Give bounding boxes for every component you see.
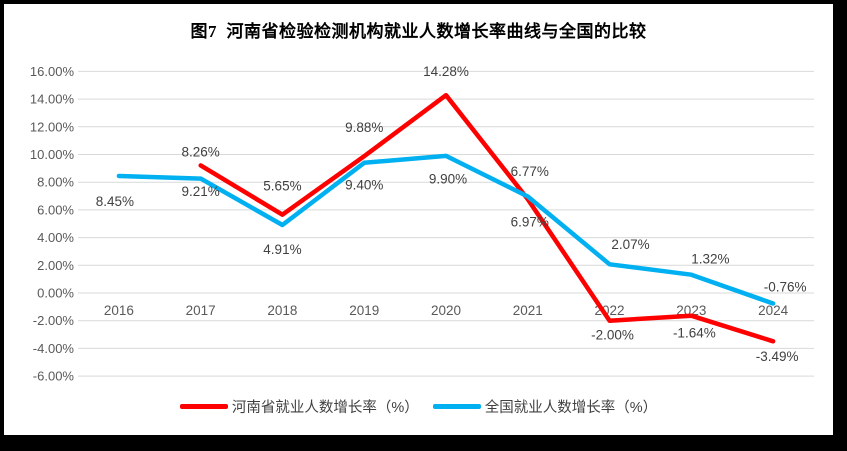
chart-title: 图7 河南省检验检测机构就业人数增长率曲线与全国的比较 <box>190 22 647 41</box>
legend-item-national[interactable]: 全国就业人数增长率（%） <box>432 396 658 417</box>
national-data-label: 9.40% <box>345 178 383 193</box>
national-data-label: 8.26% <box>182 144 220 159</box>
national-data-label: 9.90% <box>429 172 467 187</box>
x-category-label: 2016 <box>104 303 134 318</box>
y-tick-label: 10.00% <box>30 147 75 162</box>
national-series-line[interactable] <box>116 153 776 306</box>
legend-item-henan[interactable]: 河南省就业人数增长率（%） <box>179 396 419 417</box>
y-tick-label: 12.00% <box>30 119 75 134</box>
henan-data-label: 6.77% <box>511 164 549 179</box>
henan-series-line[interactable] <box>198 92 776 344</box>
x-category-label: 2024 <box>758 303 789 318</box>
national-data-label: 6.97% <box>511 214 549 229</box>
x-category-label: 2020 <box>431 303 461 318</box>
chart-legend: 河南省就业人数增长率（%） 全国就业人数增长率（%） <box>4 396 833 417</box>
x-category-label: 2021 <box>513 303 543 318</box>
henan-line-swatch-icon <box>179 404 228 409</box>
y-tick-label: 4.00% <box>37 230 74 245</box>
x-category-label: 2018 <box>267 303 297 318</box>
x-category-label: 2017 <box>186 303 216 318</box>
henan-data-label: 9.21% <box>182 184 220 199</box>
y-tick-label: -2.00% <box>33 313 75 328</box>
x-category-label: 2019 <box>349 303 379 318</box>
national-data-label: 1.32% <box>691 252 729 267</box>
legend-label-national: 全国就业人数增长率（%） <box>484 400 658 416</box>
y-tick-label: 0.00% <box>37 286 74 301</box>
henan-data-label: 9.88% <box>345 120 383 135</box>
henan-data-label: 5.65% <box>263 179 301 194</box>
y-tick-label: -4.00% <box>33 341 75 356</box>
national-data-label: -0.76% <box>764 279 807 294</box>
national-line-swatch-icon <box>432 404 481 409</box>
henan-data-label: -3.49% <box>756 349 799 364</box>
chart-plot-area: 16.00% 14.00% 12.00% 10.00% 8.00% 6.00% 4.00% 2… <box>30 64 814 384</box>
y-tick-label: 8.00% <box>37 175 74 190</box>
y-tick-label: 16.00% <box>30 64 75 79</box>
henan-data-label: -1.64% <box>673 326 716 341</box>
y-tick-label: 14.00% <box>30 92 75 107</box>
y-tick-label: 2.00% <box>37 258 74 273</box>
y-tick-label: 6.00% <box>37 202 74 217</box>
national-data-label: 2.07% <box>611 237 649 252</box>
henan-data-label: 14.28% <box>423 64 469 79</box>
y-tick-label: -6.00% <box>33 369 75 384</box>
national-data-label: 4.91% <box>263 242 301 257</box>
henan-data-label: -2.00% <box>591 328 634 343</box>
national-data-label: 8.45% <box>96 194 134 209</box>
legend-label-henan: 河南省就业人数增长率（%） <box>231 400 419 416</box>
